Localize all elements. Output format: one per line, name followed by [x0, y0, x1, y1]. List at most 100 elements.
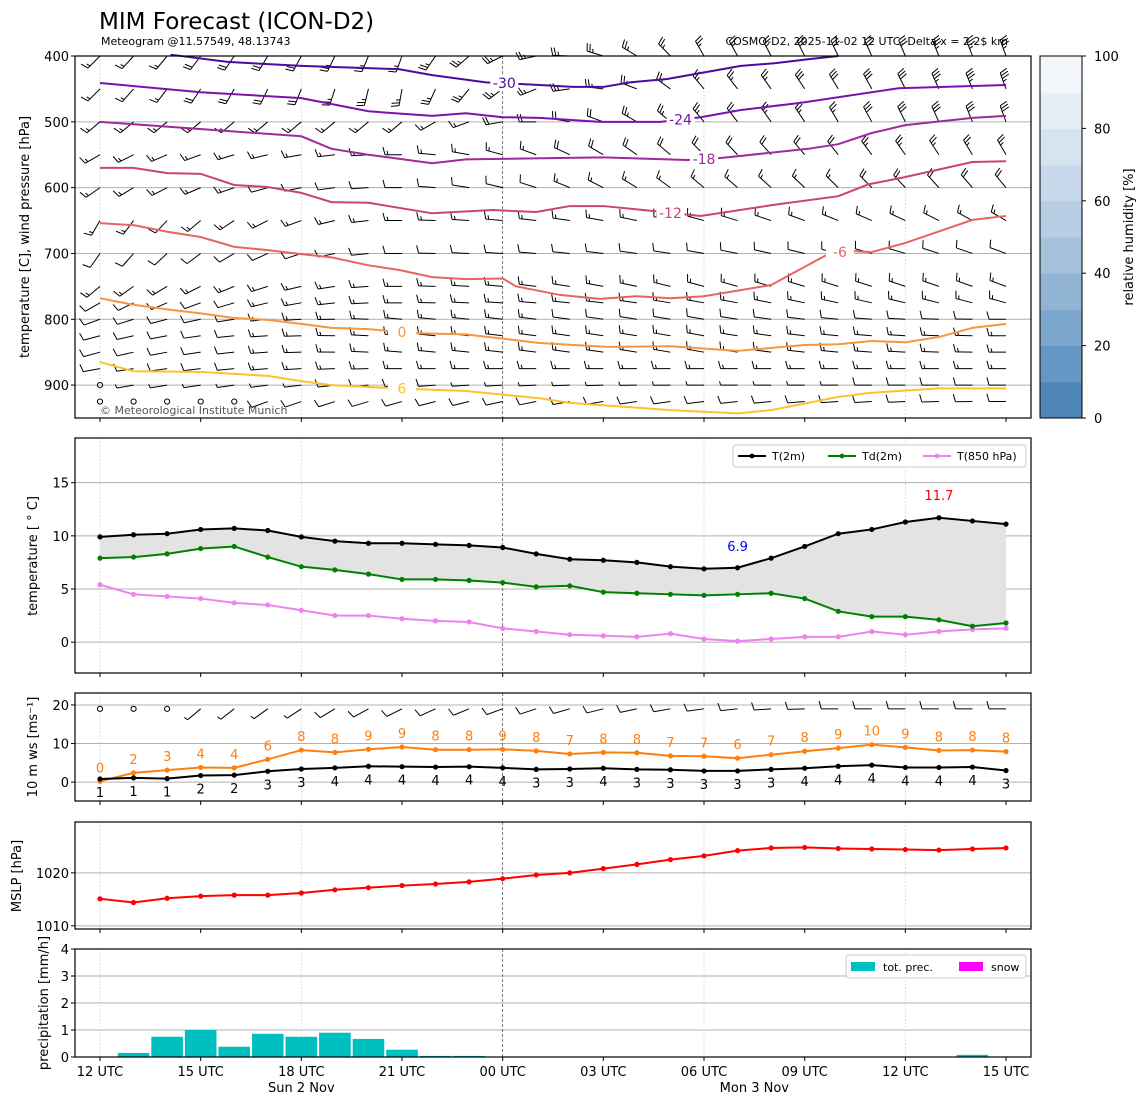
wind-barb — [852, 377, 872, 386]
surface-wind-barb — [314, 708, 336, 719]
wind-barb — [416, 178, 436, 189]
wind-barb — [280, 219, 302, 227]
wind-barb — [481, 55, 503, 65]
wind-speed-point — [969, 764, 976, 770]
wind-barb — [955, 272, 973, 287]
colorbar-tick-label: 60 — [1094, 195, 1111, 210]
wind-barb — [989, 239, 1007, 254]
wind-barb — [752, 325, 772, 337]
wind-barb — [685, 381, 705, 386]
legend-marker — [749, 453, 755, 459]
surface-wind-barb — [515, 707, 537, 715]
wind-barb — [416, 145, 436, 156]
wind-barb — [382, 245, 403, 254]
wind-barb — [885, 377, 906, 386]
wind-barb — [80, 121, 101, 134]
t2m-point — [567, 556, 573, 562]
mslp-point — [667, 857, 674, 863]
t850-point — [701, 636, 707, 642]
wind-barb — [246, 252, 268, 261]
y-tick-label: 15 — [52, 477, 69, 492]
wind-barb — [719, 242, 738, 254]
gust-point — [600, 749, 606, 756]
wind-barb — [112, 332, 134, 340]
gust-value-label: 8 — [465, 730, 473, 745]
plot-area: 4005006007008009000510150102010101020012… — [10, 35, 1137, 1096]
surface-wind-barb — [130, 705, 137, 712]
wind-speed-point — [500, 765, 506, 771]
mslp-point — [500, 876, 506, 882]
wind-barb — [321, 88, 336, 106]
wind-barb — [551, 210, 570, 222]
surface-wind-barb — [986, 700, 1007, 710]
dewpoint-point — [902, 614, 908, 620]
wind-speed-point — [902, 764, 908, 771]
meteogram-location: Meteogram @11.57549, 48.13743 — [101, 35, 291, 48]
t2m-point — [734, 565, 741, 571]
colorbar-tick-label: 100 — [1094, 50, 1119, 65]
panel-frame — [74, 437, 1032, 674]
t850-point — [835, 634, 841, 640]
chart-title: MIM Forecast (ICON-D2) — [99, 9, 374, 35]
gust-point — [969, 747, 976, 753]
wind-barb — [484, 309, 503, 320]
wind-speed-point — [634, 766, 640, 772]
surface-wind-barb — [448, 708, 470, 716]
mslp-point — [432, 881, 439, 887]
dewpoint-point — [734, 591, 741, 597]
wind-barb — [281, 121, 302, 134]
x-tick-label: 12 UTC — [77, 1065, 123, 1080]
wind-barb — [791, 168, 806, 189]
wind-barb — [651, 381, 671, 386]
t850-point — [734, 638, 741, 644]
y-tick-label: 700 — [44, 247, 69, 262]
isotherm-label: 0 — [398, 325, 407, 341]
wind-barb — [483, 293, 503, 304]
wind-barb — [886, 310, 906, 320]
wind-barb — [718, 360, 738, 370]
mslp-point — [869, 846, 875, 852]
wind-barb — [113, 285, 134, 297]
wind-barb — [180, 330, 201, 339]
wind-barb — [829, 101, 839, 123]
wind-barb — [724, 169, 738, 189]
gust-point — [701, 753, 707, 759]
mslp-point — [835, 845, 841, 852]
wind-barb — [348, 214, 369, 224]
panel-background — [75, 822, 1031, 929]
wind-barb — [414, 121, 436, 131]
wind-barb — [349, 343, 369, 353]
wind-barb — [285, 55, 302, 72]
wind-speed-value-label: 2 — [197, 783, 205, 798]
wind-barb — [955, 239, 973, 254]
mslp-point — [701, 853, 707, 859]
wind-barb — [80, 88, 101, 102]
wind-barb — [859, 168, 873, 188]
wind-barb — [931, 67, 941, 90]
wind-barb — [314, 149, 335, 158]
wind-speed-point — [734, 768, 741, 774]
precip-bar — [956, 1054, 989, 1057]
wind-barb — [989, 290, 1007, 304]
dewpoint-point — [399, 576, 405, 583]
wind-barb — [830, 35, 840, 57]
wind-barb — [197, 398, 204, 405]
wind-barb — [960, 167, 973, 188]
wind-barb — [114, 253, 134, 267]
gust-point — [130, 770, 137, 776]
gust-point — [533, 748, 539, 754]
gust-point — [869, 742, 875, 748]
gust-point — [432, 747, 439, 753]
t2m-point — [130, 532, 137, 538]
wind-barb — [281, 361, 302, 371]
wind-barb — [315, 121, 336, 134]
copyright-notice: © Meteorological Institute Munich — [100, 404, 287, 417]
wind-barb — [796, 35, 807, 57]
isotherm-line — [99, 297, 1007, 352]
wind-barb — [584, 381, 604, 387]
dewpoint-point — [365, 571, 372, 577]
precip-bar — [352, 1038, 385, 1057]
gust-value-label: 7 — [767, 735, 775, 750]
wind-barb — [179, 315, 201, 324]
wind-barb — [248, 383, 268, 388]
